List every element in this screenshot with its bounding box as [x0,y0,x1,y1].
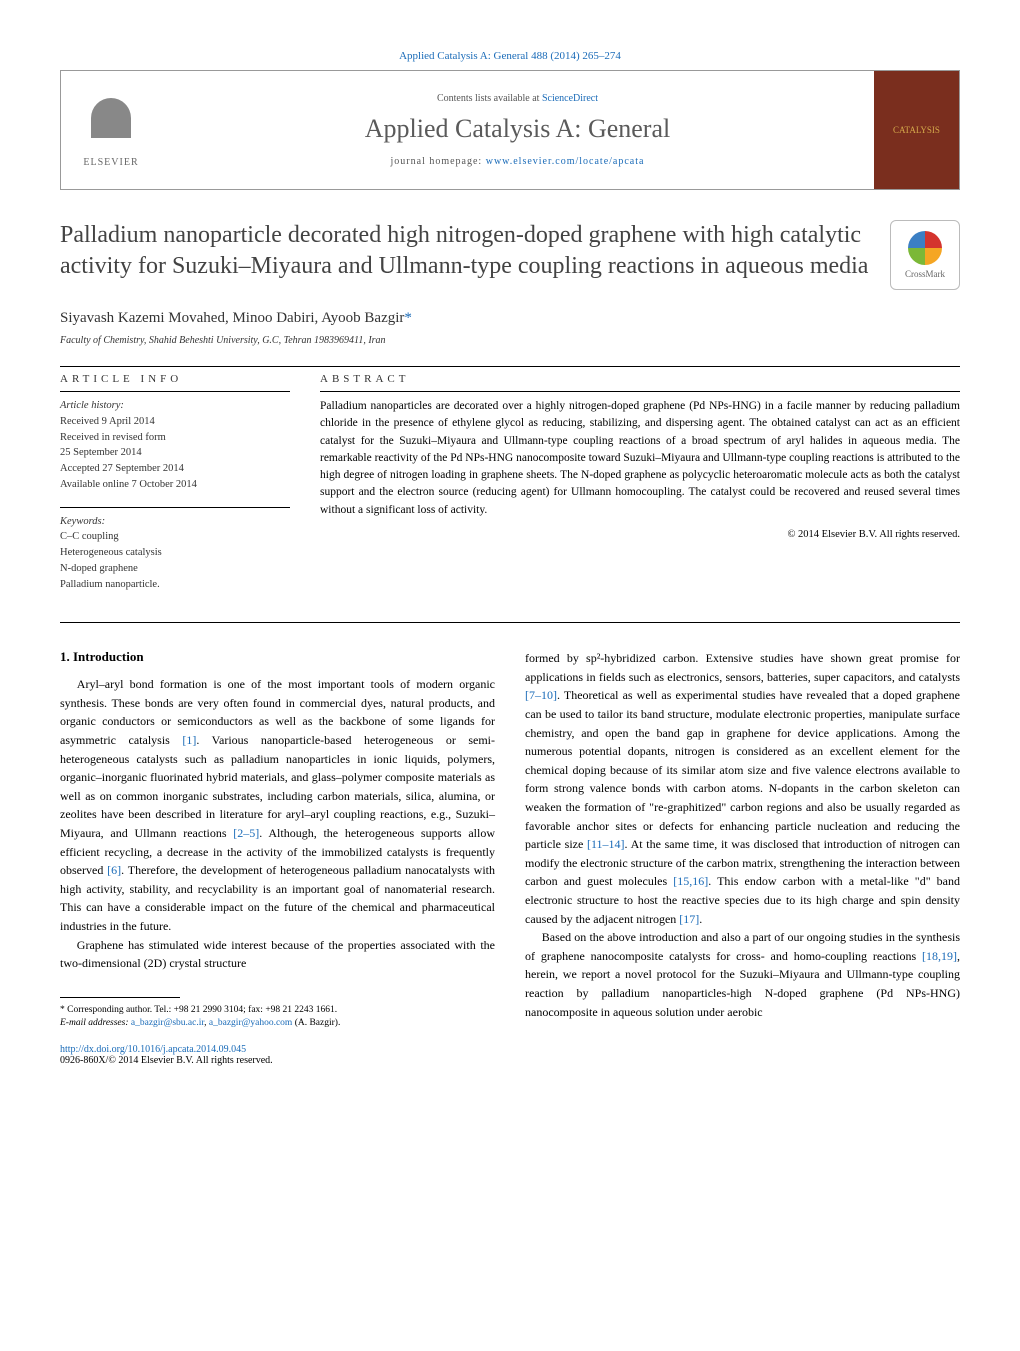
abstract-heading: ABSTRACT [320,373,960,385]
r-p2a: Based on the above introduction and also… [525,930,960,963]
cite-2-5[interactable]: [2–5] [233,826,259,840]
keyword-4: Palladium nanoparticle. [60,577,290,593]
crossmark-badge[interactable]: CrossMark [890,220,960,290]
homepage-link[interactable]: www.elsevier.com/locate/apcata [486,156,645,167]
intro-para-1: Aryl–aryl bond formation is one of the m… [60,675,495,935]
p1b: . Various nanoparticle-based heterogeneo… [60,733,495,840]
r-p1e: . [699,912,702,926]
history-label: Article history: [60,398,290,414]
contents-prefix: Contents lists available at [437,93,542,104]
article-info-column: ARTICLE INFO Article history: Received 9… [60,373,290,592]
journal-cover-thumb: CATALYSIS [874,71,959,189]
email-link-1[interactable]: a_bazgir@sbu.ac.ir [131,1018,204,1028]
email-label: E-mail addresses: [60,1018,131,1028]
abstract-copyright: © 2014 Elsevier B.V. All rights reserved… [320,529,960,540]
abstract-text: Palladium nanoparticles are decorated ov… [320,398,960,519]
article-info-heading: ARTICLE INFO [60,373,290,385]
history-revised-2: 25 September 2014 [60,445,290,461]
r-p1b: . Theoretical as well as experimental st… [525,688,960,851]
history-revised-1: Received in revised form [60,430,290,446]
publisher-name: ELSEVIER [83,157,138,168]
keywords-divider [60,507,290,508]
sciencedirect-link[interactable]: ScienceDirect [542,93,598,104]
body-column-right: formed by sp²-hybridized carbon. Extensi… [525,649,960,1066]
divider-bottom [60,622,960,623]
publisher-logo: ELSEVIER [61,71,161,189]
keyword-3: N-doped graphene [60,561,290,577]
crossmark-icon [908,231,942,265]
crossmark-label: CrossMark [905,269,945,279]
issn-line: 0926-860X/© 2014 Elsevier B.V. All right… [60,1055,273,1066]
authors-names: Siyavash Kazemi Movahed, Minoo Dabiri, A… [60,310,404,326]
abstract-divider [320,391,960,392]
body-column-left: 1. Introduction Aryl–aryl bond formation… [60,649,495,1066]
doi-block: http://dx.doi.org/10.1016/j.apcata.2014.… [60,1044,495,1066]
email-link-2[interactable]: a_bazgir@yahoo.com [209,1018,292,1028]
cite-18-19[interactable]: [18,19] [922,949,957,963]
article-history: Article history: Received 9 April 2014 R… [60,398,290,493]
keywords-label: Keywords: [60,514,290,530]
cite-17[interactable]: [17] [679,912,699,926]
contents-available-line: Contents lists available at ScienceDirec… [161,93,874,104]
cite-6[interactable]: [6] [107,863,121,877]
abstract-column: ABSTRACT Palladium nanoparticles are dec… [320,373,960,592]
elsevier-tree-icon [81,93,141,153]
journal-title: Applied Catalysis A: General [161,114,874,144]
journal-header: ELSEVIER Contents lists available at Sci… [60,70,960,190]
history-accepted: Accepted 27 September 2014 [60,461,290,477]
intro-para-2-cont: formed by sp²-hybridized carbon. Extensi… [525,649,960,928]
keyword-1: C–C coupling [60,529,290,545]
doi-link[interactable]: http://dx.doi.org/10.1016/j.apcata.2014.… [60,1044,246,1055]
email-footnote: E-mail addresses: a_bazgir@sbu.ac.ir, a_… [60,1017,495,1030]
affiliation: Faculty of Chemistry, Shahid Beheshti Un… [60,335,960,346]
intro-para-3: Based on the above introduction and also… [525,928,960,1021]
intro-para-2: Graphene has stimulated wide interest be… [60,936,495,973]
section-1-heading: 1. Introduction [60,649,495,665]
p1d: . Therefore, the development of heteroge… [60,863,495,933]
cite-1[interactable]: [1] [182,733,196,747]
email-tail: (A. Bazgir). [292,1018,340,1028]
corresponding-marker: * [404,310,412,326]
corresponding-footnote: * Corresponding author. Tel.: +98 21 299… [60,1004,495,1017]
article-title: Palladium nanoparticle decorated high ni… [60,220,870,282]
info-divider [60,391,290,392]
keyword-2: Heterogeneous catalysis [60,545,290,561]
homepage-line: journal homepage: www.elsevier.com/locat… [161,156,874,167]
cite-7-10[interactable]: [7–10] [525,688,557,702]
footnote-rule [60,997,180,998]
authors-line: Siyavash Kazemi Movahed, Minoo Dabiri, A… [60,310,960,327]
r-p1a: formed by sp²-hybridized carbon. Extensi… [525,651,960,684]
divider-top [60,366,960,367]
cite-15-16[interactable]: [15,16] [673,874,708,888]
history-online: Available online 7 October 2014 [60,477,290,493]
journal-reference: Applied Catalysis A: General 488 (2014) … [60,50,960,62]
header-center: Contents lists available at ScienceDirec… [161,71,874,189]
keywords-block: Keywords: C–C coupling Heterogeneous cat… [60,514,290,593]
history-received: Received 9 April 2014 [60,414,290,430]
homepage-prefix: journal homepage: [391,156,486,167]
cite-11-14[interactable]: [11–14] [587,837,625,851]
